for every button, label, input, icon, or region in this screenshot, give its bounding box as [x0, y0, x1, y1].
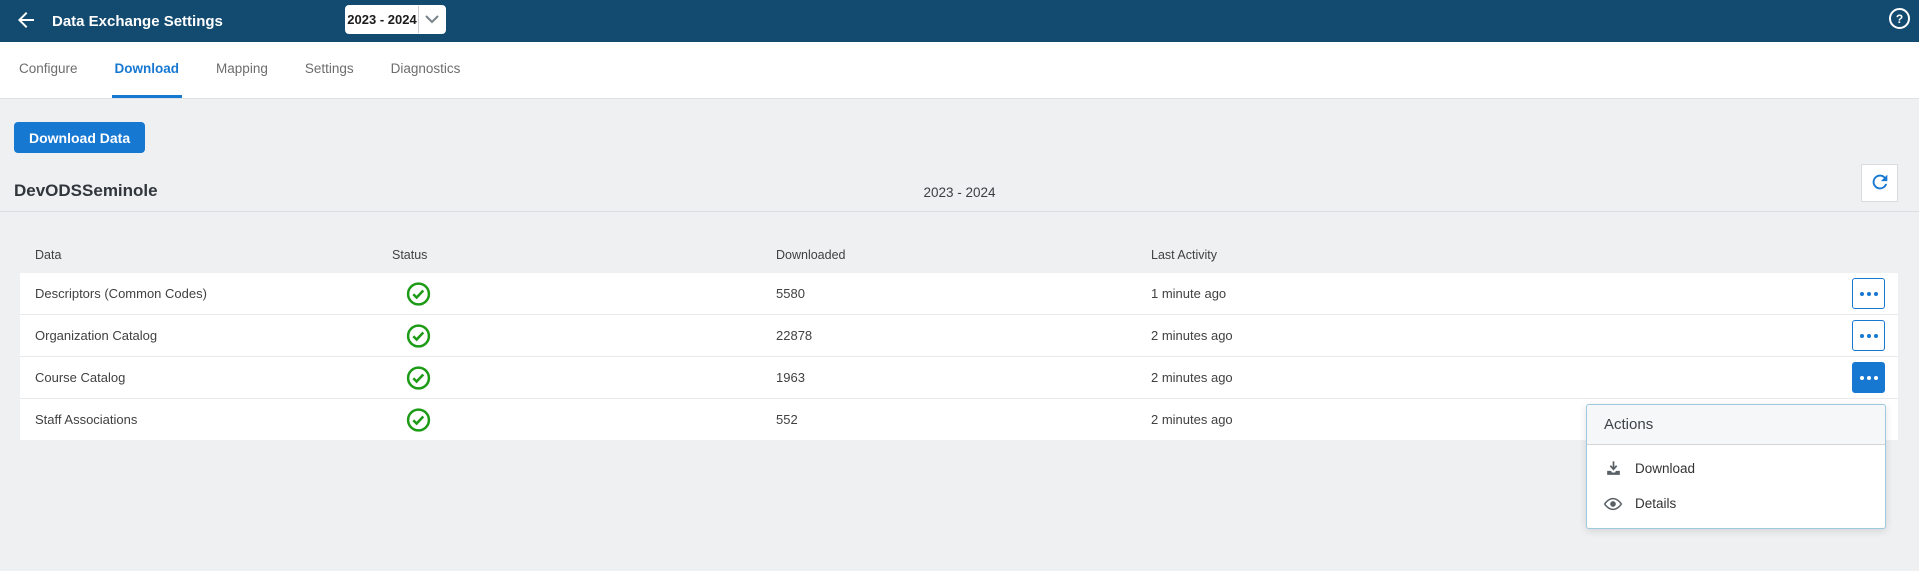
download-data-button[interactable]: Download Data: [14, 122, 146, 153]
refresh-icon: [1869, 171, 1891, 196]
section-divider: [0, 211, 1919, 212]
last-activity: 1 minute ago: [1151, 286, 1227, 301]
data-name-cell: Organization Catalog: [35, 328, 158, 343]
success-status-icon: [406, 365, 431, 394]
menu-item-details[interactable]: Details: [1587, 486, 1885, 521]
top-navigation-bar: Data Exchange Settings 2023 - 2024 ?: [0, 0, 1919, 42]
instance-name: DevODSSeminole: [14, 181, 158, 200]
data-name-cell: Descriptors (Common Codes): [35, 286, 207, 301]
column-header-downloaded: Downloaded: [776, 248, 846, 262]
last-activity: 2 minutes ago: [1151, 370, 1233, 385]
downloaded-count: 5580: [776, 286, 805, 301]
success-status-icon: [406, 281, 431, 310]
downloaded-count: 1963: [776, 370, 805, 385]
menu-item-label: Details: [1635, 496, 1677, 511]
tab-download[interactable]: Download: [111, 42, 183, 98]
table-row: Descriptors (Common Codes) 5580 1 minute…: [20, 273, 1898, 315]
data-name-cell: Staff Associations: [35, 412, 138, 427]
question-mark-icon: ?: [1895, 11, 1904, 26]
dropdown-divider: [418, 6, 419, 33]
menu-item-download[interactable]: Download: [1587, 451, 1885, 486]
success-status-icon: [406, 323, 431, 352]
table-header: Data Status Downloaded Last Activity: [14, 240, 1898, 273]
chevron-down-icon: [419, 15, 445, 24]
row-actions-button[interactable]: [1852, 320, 1885, 351]
tab-settings[interactable]: Settings: [304, 61, 354, 76]
actions-menu-title: Actions: [1587, 405, 1885, 445]
last-activity: 2 minutes ago: [1151, 412, 1233, 427]
table-row: Course Catalog 1963 2 minutes ago: [20, 357, 1898, 399]
menu-item-label: Download: [1635, 461, 1696, 476]
page-title: Data Exchange Settings: [52, 12, 223, 30]
downloaded-count: 22878: [776, 328, 813, 343]
tab-configure[interactable]: Configure: [19, 61, 78, 76]
column-header-data: Data: [35, 248, 62, 262]
success-status-icon: [406, 407, 431, 436]
data-name-cell: Course Catalog: [35, 370, 126, 385]
section-school-year: 2023 - 2024: [923, 185, 996, 200]
row-actions-button-active[interactable]: [1852, 362, 1885, 393]
help-button[interactable]: ?: [1889, 8, 1910, 29]
eye-icon: [1603, 497, 1623, 511]
row-actions-button[interactable]: [1852, 278, 1885, 309]
table-body: Descriptors (Common Codes) 5580 1 minute…: [20, 273, 1898, 440]
download-icon: [1603, 459, 1623, 478]
refresh-button[interactable]: [1861, 164, 1898, 202]
downloaded-count: 552: [776, 412, 798, 427]
table-row: Organization Catalog 22878 2 minutes ago: [20, 315, 1898, 357]
tab-mapping[interactable]: Mapping: [216, 61, 268, 76]
actions-menu-items: Download Details: [1587, 445, 1885, 521]
tab-bar: Configure Download Mapping Settings Diag…: [0, 42, 1919, 99]
back-button[interactable]: [12, 8, 40, 34]
column-header-last-activity: Last Activity: [1151, 248, 1217, 262]
actions-menu: Actions Download Details: [1586, 404, 1886, 529]
last-activity: 2 minutes ago: [1151, 328, 1233, 343]
arrow-left-icon: [14, 8, 38, 35]
school-year-value: 2023 - 2024: [347, 12, 417, 27]
school-year-dropdown[interactable]: 2023 - 2024: [345, 5, 446, 34]
tab-diagnostics[interactable]: Diagnostics: [390, 61, 461, 76]
column-header-status: Status: [392, 248, 428, 262]
